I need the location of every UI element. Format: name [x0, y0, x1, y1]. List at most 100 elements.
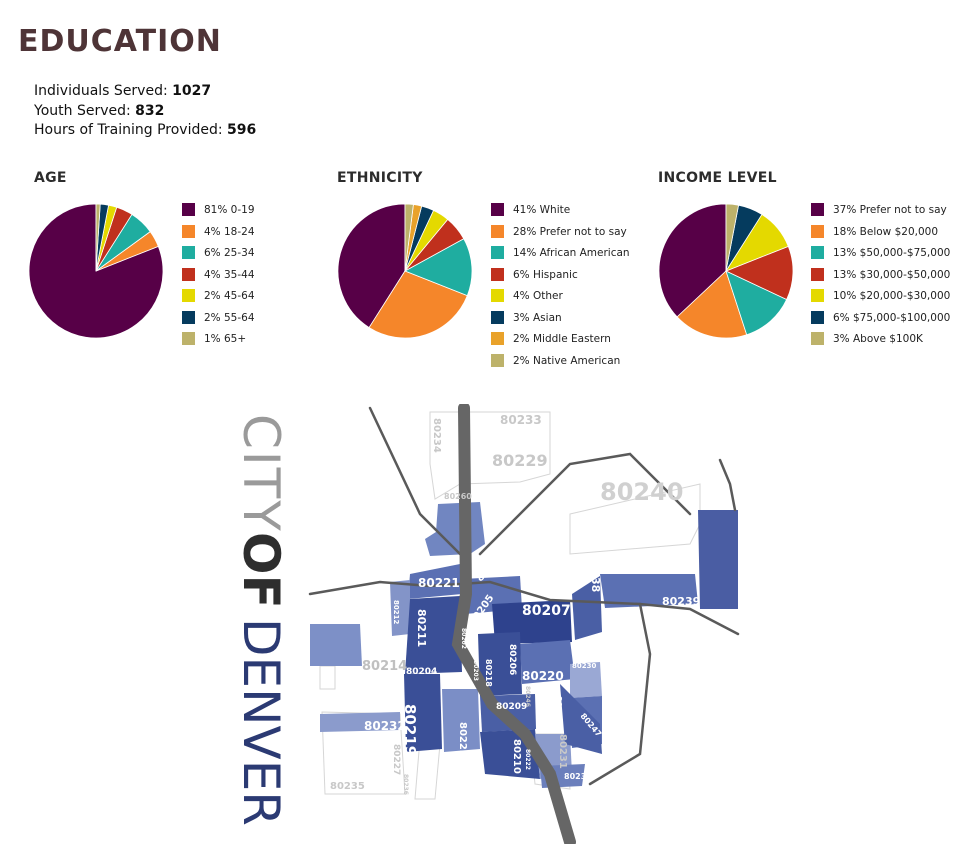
zip-label: 80223	[457, 722, 468, 757]
legend-item: 14% African American	[491, 246, 630, 268]
legend-label: 6% 25-34	[204, 247, 255, 259]
legend-label: 3% Above $100K	[833, 333, 923, 345]
zip-label: 80204	[406, 667, 437, 677]
zip-label: 80218	[484, 659, 493, 687]
pie-slice	[725, 203, 740, 272]
legend-label: 2% Native American	[513, 354, 621, 367]
legend-label: 81% 0-19	[204, 204, 255, 216]
legend-item: 18% Below $20,000	[811, 224, 950, 247]
zip-label: 80227	[391, 744, 401, 775]
legend-label: 18% Below $20,000	[833, 225, 939, 238]
zip-label: 80210	[511, 739, 522, 774]
zip-label: 80239	[662, 595, 700, 608]
pie-slice	[658, 203, 727, 318]
legend: 41% White 28% Prefer not to say 14% Africa…	[491, 203, 630, 375]
zip-label: 80222	[524, 749, 531, 770]
legend-label: 2% 55-64	[204, 311, 255, 324]
legend-swatch	[182, 246, 195, 259]
legend-swatch	[182, 332, 195, 345]
legend-item: 2% 55-64	[182, 310, 255, 333]
pie-svg	[28, 203, 164, 339]
legend-item: 10% $20,000-$30,000	[811, 289, 950, 311]
chart-title: INCOME LEVEL	[658, 170, 777, 186]
page-title: EDUCATION	[18, 24, 222, 59]
legend-item: 3% Asian	[491, 310, 630, 333]
legend-item: 28% Prefer not to say	[491, 224, 630, 247]
legend-item: 4% 35-44	[182, 267, 255, 290]
legend-swatch	[811, 246, 824, 259]
legend-swatch	[182, 289, 195, 302]
zip-label: 80220	[522, 669, 564, 683]
zip-label: 80203	[472, 660, 479, 681]
zip-label: 80235	[330, 781, 365, 792]
stats-summary: Individuals Served: 1027 Youth Served: 8…	[34, 82, 256, 141]
legend-item: 41% White	[491, 203, 630, 225]
legend-item: 13% $30,000-$50,000	[811, 267, 951, 290]
pie-slice	[676, 270, 748, 339]
zip-label: 80234	[431, 418, 442, 453]
legend-label: 28% Prefer not to say	[513, 225, 627, 238]
brand-wordmark: CITY OF DENVER	[232, 414, 290, 826]
legend-swatch	[491, 267, 504, 281]
pie-svg	[337, 203, 473, 339]
legend-swatch	[811, 332, 824, 345]
legend-item: 81% 0-19	[182, 203, 255, 225]
legend-swatch	[491, 332, 504, 345]
zip-label: 80231	[557, 734, 568, 769]
legend-swatch	[182, 267, 195, 281]
legend-item: 37% Prefer not to say	[811, 203, 950, 225]
legend-label: 2% 45-64	[204, 290, 255, 302]
stat-hours: Hours of Training Provided: 596	[34, 122, 257, 138]
zip-labels: 80233 80229 80234 80240 80260 80221 8021…	[330, 413, 700, 795]
pie-slice	[724, 245, 794, 301]
legend-item: 13% $50,000-$75,000	[811, 246, 950, 268]
pie-slice	[404, 238, 473, 297]
zip-label: 80212	[392, 600, 400, 624]
stat-individuals: Individuals Served: 1027	[34, 83, 212, 99]
highway-i25	[451, 404, 576, 844]
legend-swatch	[811, 289, 824, 302]
legend-item: 4% 18-24	[182, 224, 255, 247]
pie-slice	[404, 203, 414, 272]
zip-label: 80240	[600, 478, 684, 506]
legend-label: 13% $30,000-$50,000	[833, 268, 951, 281]
zip-label: 80219	[401, 704, 419, 756]
chart-title: AGE	[34, 170, 67, 186]
brand-denver: DENVER	[232, 618, 290, 826]
legend-label: 1% 65+	[204, 333, 247, 345]
legend-item: 2% 45-64	[182, 289, 255, 311]
denver-zip-map: CITY OF DENVER	[232, 404, 740, 844]
roads	[308, 406, 740, 786]
legend-swatch	[491, 353, 504, 367]
chart-title: ETHNICITY	[337, 170, 423, 186]
pie-slice	[95, 203, 101, 272]
zip-label: 80209	[496, 702, 527, 712]
legend-item: 2% Native American	[491, 353, 630, 376]
legend-swatch	[491, 203, 504, 216]
served-regions	[310, 502, 738, 788]
legend-swatch	[811, 310, 824, 324]
legend: 81% 0-19 4% 18-24 6% 25-34 4% 35-44 2% 45-64…	[182, 203, 255, 354]
legend-label: 6% $75,000-$100,000	[833, 311, 951, 324]
zip-label: 80202	[460, 628, 467, 649]
zip-label: 80232	[364, 719, 406, 733]
zip-label: 80237	[564, 772, 592, 781]
pie-svg	[658, 203, 794, 339]
ethnicity-chart: ETHNICITY 41% White 28% Prefer not to say…	[337, 170, 630, 367]
zip-label: 80238	[589, 554, 602, 592]
legend-swatch	[491, 289, 504, 302]
legend-item: 6% Hispanic	[491, 267, 630, 290]
legend-label: 37% Prefer not to say	[833, 204, 947, 216]
legend-label: 4% Other	[513, 290, 563, 302]
legend-swatch	[491, 224, 504, 238]
legend-label: 41% White	[513, 204, 571, 216]
legend-item: 3% Above $100K	[811, 332, 950, 354]
zip-label: 80233	[500, 413, 542, 427]
brand-city: CITY	[232, 414, 290, 533]
brand-of: OF	[232, 532, 290, 609]
zip-label: 80260	[444, 492, 472, 501]
zip-label: 80206	[507, 644, 517, 675]
legend-item: 6% 25-34	[182, 246, 255, 268]
zip-label: 80221	[418, 576, 460, 590]
legend-swatch	[491, 246, 504, 259]
